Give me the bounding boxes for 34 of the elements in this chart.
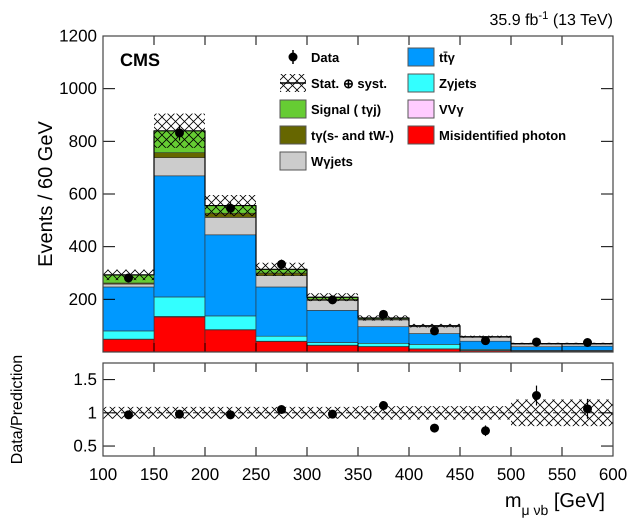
y-tick-label: 1 (88, 403, 97, 422)
legend-label: Wγjets (311, 154, 353, 169)
y-tick-label: 400 (68, 237, 97, 256)
x-tick-label: 350 (344, 465, 372, 484)
x-tick-label: 450 (446, 465, 474, 484)
legend-label: Zγjets (439, 76, 477, 91)
x-tick-label: 500 (496, 465, 526, 484)
legend-label: VVγ (439, 102, 464, 117)
x-tick-label: 250 (242, 465, 270, 484)
x-tick-label: 550 (548, 465, 576, 484)
legend-label: Misidentified photon (439, 128, 566, 143)
legend-label: Data (311, 50, 340, 65)
text: 35.9 fb$^{-1}$ (13 TeV) (489, 10, 613, 29)
annotation: CMS (120, 50, 160, 70)
legend-label: tγ(s- and tW-) (311, 128, 394, 143)
x-tick-label: 300 (292, 465, 322, 484)
y-tick-label: 0.5 (73, 436, 97, 456)
legend-label: tt̄γ (439, 50, 456, 65)
y-tick-label: 1000 (59, 79, 97, 98)
x-tick-label: 400 (394, 465, 424, 484)
legend-label: Signal ( tγj) (311, 102, 382, 117)
y-tick-label: 600 (68, 184, 97, 204)
x-tick-label: 200 (190, 465, 220, 484)
y-tick-label: 200 (68, 290, 97, 309)
y-axis-title: Data/Prediction (9, 354, 26, 464)
x-axis-title: m$_{μ νb}$ [GeV] (504, 490, 605, 518)
y-tick-label: 1200 (59, 26, 97, 46)
x-tick-label: 600 (598, 465, 628, 484)
legend-label: Stat. ⊕ syst. (311, 76, 388, 91)
x-tick-label: 150 (140, 465, 168, 484)
y-tick-label: 800 (68, 132, 97, 151)
y-axis-title: Events / 60 GeV (35, 120, 57, 267)
x-tick-label: 100 (88, 465, 118, 484)
y-tick-label: 1.5 (73, 370, 97, 390)
